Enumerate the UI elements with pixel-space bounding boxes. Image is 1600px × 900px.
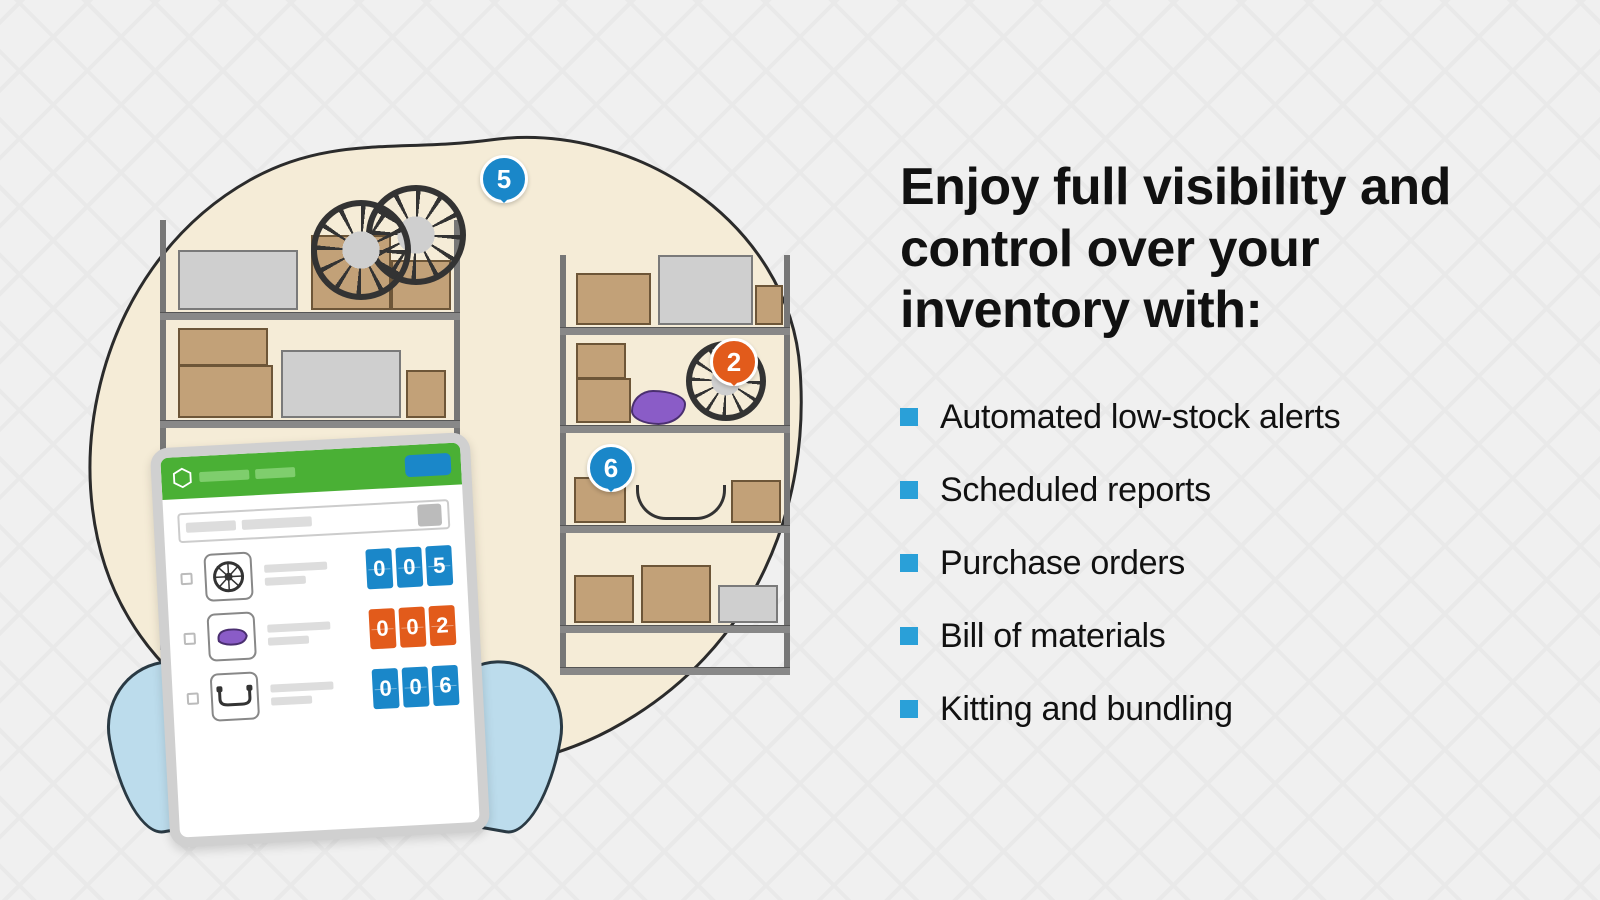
inventory-row[interactable]: 005: [179, 541, 453, 603]
feature-label: Kitting and bundling: [940, 690, 1233, 729]
warehouse-scene: 5 2 6: [120, 190, 820, 750]
feature-item: Purchase orders: [900, 544, 1520, 583]
bullet-square-icon: [900, 481, 918, 499]
tablet-search-bar[interactable]: [177, 499, 450, 543]
feature-list: Automated low-stock alerts Scheduled repo…: [900, 398, 1520, 729]
bullet-square-icon: [900, 700, 918, 718]
count-bubble: 6: [587, 444, 635, 492]
item-text-placeholder: [264, 555, 355, 591]
odometer-counter: 006: [372, 665, 460, 709]
inventory-tablet: 005 002 006: [150, 432, 490, 848]
odometer-counter: 005: [365, 545, 453, 589]
feature-item: Kitting and bundling: [900, 690, 1520, 729]
item-text-placeholder: [267, 615, 358, 651]
headline: Enjoy full visibility and control over y…: [900, 157, 1520, 341]
item-text-placeholder: [270, 674, 361, 710]
count-bubble-value: 5: [497, 164, 511, 194]
text-column: Enjoy full visibility and control over y…: [900, 137, 1520, 762]
inventory-row[interactable]: 006: [186, 661, 460, 723]
hex-logo-icon: [171, 466, 194, 489]
feature-label: Purchase orders: [940, 544, 1185, 583]
item-thumb-seat-icon: [206, 611, 256, 661]
count-bubble: 5: [480, 155, 528, 203]
tablet-app-bar: [160, 442, 462, 500]
feature-item: Bill of materials: [900, 617, 1520, 656]
feature-item: Automated low-stock alerts: [900, 398, 1520, 437]
bullet-square-icon: [900, 554, 918, 572]
bullet-square-icon: [900, 627, 918, 645]
feature-label: Bill of materials: [940, 617, 1165, 656]
search-icon[interactable]: [417, 503, 442, 526]
count-bubble-value: 6: [604, 453, 618, 483]
illustration: 5 2 6: [60, 90, 820, 810]
feature-label: Automated low-stock alerts: [940, 398, 1340, 437]
count-bubble-value: 2: [727, 347, 741, 377]
infographic-container: 5 2 6: [0, 0, 1600, 900]
row-checkbox[interactable]: [183, 633, 196, 646]
count-bubble: 2: [710, 338, 758, 386]
item-thumb-wheel-icon: [203, 551, 253, 601]
row-checkbox[interactable]: [187, 692, 200, 705]
item-thumb-handlebar-icon: [210, 671, 260, 721]
feature-item: Scheduled reports: [900, 471, 1520, 510]
bullet-square-icon: [900, 408, 918, 426]
odometer-counter: 002: [368, 605, 456, 649]
row-checkbox[interactable]: [180, 573, 193, 586]
inventory-row[interactable]: 002: [183, 601, 457, 663]
feature-label: Scheduled reports: [940, 471, 1211, 510]
